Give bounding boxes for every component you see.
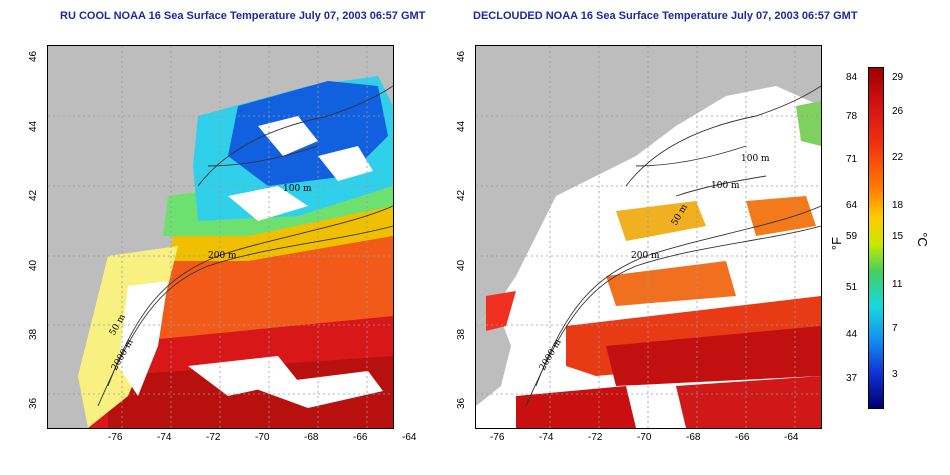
right-x-tick: -68: [686, 432, 701, 443]
celsius-label: 26: [892, 106, 904, 117]
left-y-tick: 38: [28, 328, 39, 340]
left-x-tick: -70: [255, 432, 270, 443]
left-x-tick: -66: [353, 432, 368, 443]
fahrenheit-label: 84: [846, 72, 858, 83]
fahrenheit-unit-label: °F: [829, 236, 845, 251]
right-map-panel: 50 m 100 m 100 m 200 m 2000 m: [475, 45, 822, 429]
right-y-tick: 44: [456, 120, 467, 132]
celsius-label: 18: [892, 200, 904, 211]
fahrenheit-label: 78: [846, 111, 858, 122]
right-y-tick: 46: [456, 50, 467, 62]
left-x-tick: -64: [402, 432, 417, 443]
fahrenheit-label: 51: [846, 282, 858, 293]
celsius-label: 15: [892, 231, 904, 242]
celsius-label: 11: [892, 279, 903, 290]
fahrenheit-label: 37: [846, 373, 858, 384]
contour-label-100m: 100 m: [283, 184, 312, 194]
right-x-tick: -70: [637, 432, 652, 443]
left-x-tick: -72: [206, 432, 221, 443]
right-map-svg: 50 m 100 m 100 m 200 m 2000 m: [476, 46, 821, 428]
left-map-svg: 50 m 100 m 200 m 2000 m: [48, 46, 393, 428]
contour-label-200m: 200 m: [208, 251, 237, 261]
left-map-panel: 50 m 100 m 200 m 2000 m: [47, 45, 394, 429]
celsius-label: 22: [892, 152, 904, 163]
temperature-colorbar: [868, 67, 884, 409]
fahrenheit-label: 64: [846, 200, 858, 211]
right-x-tick: -76: [490, 432, 505, 443]
right-x-tick: -72: [588, 432, 603, 443]
left-y-tick: 42: [28, 189, 39, 201]
left-y-tick: 36: [28, 397, 39, 409]
right-y-tick: 42: [456, 189, 467, 201]
fahrenheit-label: 44: [846, 329, 858, 340]
left-map-title: RU COOL NOAA 16 Sea Surface Temperature …: [60, 10, 426, 22]
right-map-title: DECLOUDED NOAA 16 Sea Surface Temperatur…: [473, 10, 858, 22]
contour-label-100m-a: 100 m: [741, 154, 770, 164]
left-x-tick: -68: [304, 432, 319, 443]
right-x-tick: -66: [735, 432, 750, 443]
left-y-tick: 40: [28, 259, 39, 271]
fahrenheit-label: 71: [846, 154, 858, 165]
celsius-label: 7: [892, 323, 898, 334]
left-y-tick: 46: [28, 50, 39, 62]
left-x-tick: -74: [157, 432, 172, 443]
left-y-tick: 44: [28, 120, 39, 132]
right-x-tick: -74: [539, 432, 554, 443]
left-x-tick: -76: [108, 432, 123, 443]
right-y-tick: 36: [456, 397, 467, 409]
celsius-label: 3: [892, 369, 898, 380]
right-x-tick: -64: [784, 432, 799, 443]
contour-label-100m-b: 100 m: [711, 181, 740, 191]
right-y-tick: 40: [456, 259, 467, 271]
celsius-label: 29: [892, 72, 904, 83]
right-y-tick: 38: [456, 328, 467, 340]
fahrenheit-label: 59: [846, 231, 858, 242]
contour-label-200m: 200 m: [631, 251, 660, 261]
celsius-unit-label: °C: [914, 232, 930, 247]
